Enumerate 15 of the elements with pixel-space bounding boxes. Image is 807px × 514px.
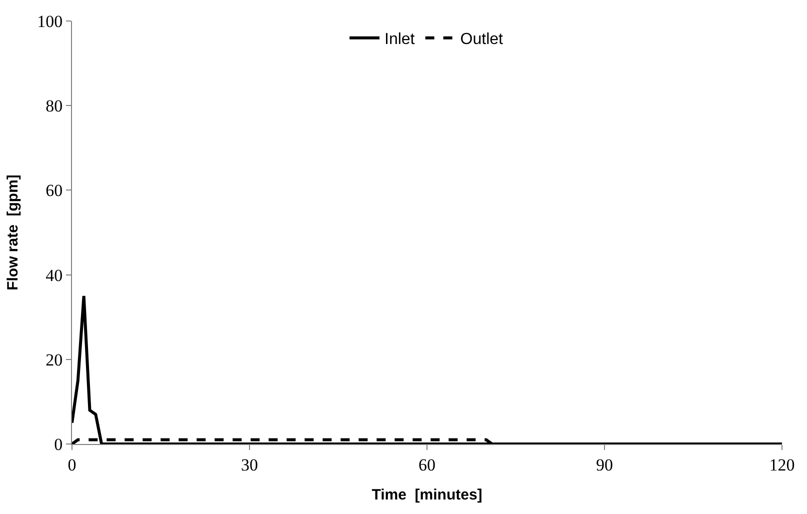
y-tick-label: 60 <box>46 181 63 200</box>
y-axis-title: Flow rate [gpm] <box>4 174 22 290</box>
y-tick-label: 20 <box>46 350 63 370</box>
x-tick-label: 30 <box>241 455 258 474</box>
legend-label: Outlet <box>460 31 504 48</box>
y-tick-label: 80 <box>46 96 63 116</box>
y-tick-label: 0 <box>54 434 63 454</box>
x-tick-label: 120 <box>769 455 795 474</box>
x-tick-label: 90 <box>596 455 613 474</box>
x-tick-label: 0 <box>68 455 76 474</box>
y-tick-label: 100 <box>37 12 63 31</box>
x-tick-label: 60 <box>418 455 436 474</box>
y-tick-label: 40 <box>46 266 63 285</box>
x-axis-title: Time [minutes] <box>372 486 482 504</box>
legend-label: Inlet <box>384 31 416 48</box>
